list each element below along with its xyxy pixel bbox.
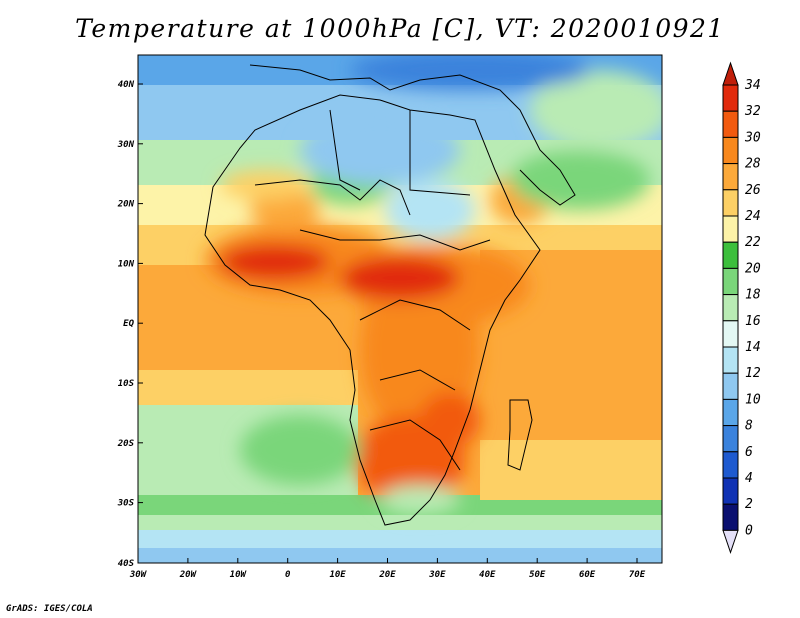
colorbar-label: 28	[745, 157, 761, 172]
colorbar-swatch	[722, 267, 739, 296]
colorbar-swatch	[722, 110, 739, 138]
colorbar-swatch	[722, 477, 739, 505]
colorbar-swatch	[722, 451, 739, 479]
colorbar-min-arrow	[722, 529, 739, 554]
colorbar-label: 32	[744, 104, 761, 119]
colorbar-label: 10	[745, 392, 761, 407]
lat-label: 30N	[117, 140, 135, 150]
colorbar-swatch	[722, 398, 739, 427]
colorbar-swatch	[722, 189, 739, 217]
latitude-axis: 40N 30N 20N 10N EQ 10S 20S 30S 40S	[117, 80, 143, 569]
temperature-field	[138, 55, 662, 563]
lat-label: 20S	[117, 439, 135, 449]
colorbar-swatch	[722, 163, 739, 191]
colorbar-label: 20	[745, 261, 761, 276]
colorbar-max-arrow	[722, 61, 739, 86]
lon-label: 10W	[230, 570, 248, 580]
colorbar-swatch	[722, 372, 739, 400]
colorbar-label: 30	[744, 130, 761, 145]
colorbar-swatch	[722, 241, 739, 269]
colorbar-swatch	[722, 84, 739, 112]
colorbar-label: 4	[745, 471, 753, 486]
colorbar-label: 6	[745, 445, 753, 460]
lon-label: 30E	[428, 570, 446, 580]
lon-label: 70E	[629, 570, 646, 580]
lat-label: 30S	[117, 499, 135, 509]
lon-label: 20E	[378, 570, 396, 580]
colorbar-label: 18	[745, 288, 761, 303]
longitude-axis: 30W 20W 10W 0 10E 20E 30E 40E 50E 60E 70E	[129, 558, 646, 580]
colorbar-swatch	[722, 320, 739, 348]
colorbar-label: 16	[745, 314, 761, 329]
lon-label: 60E	[579, 570, 596, 580]
lon-label: 40E	[479, 570, 496, 580]
colorbar-label: 8	[745, 419, 753, 434]
lon-label: 20W	[179, 570, 198, 580]
colorbar-swatch	[722, 215, 739, 243]
lon-label: 30W	[129, 570, 148, 580]
lat-label: 20N	[117, 200, 135, 210]
colorbar-label: 24	[745, 209, 761, 224]
map-title: Temperature at 1000hPa [C], VT: 20200109…	[75, 14, 725, 43]
colorbar-label: 2	[745, 497, 753, 512]
colorbar-swatch	[722, 425, 739, 453]
lon-label: 10E	[329, 570, 346, 580]
colorbar-label: 12	[745, 366, 761, 381]
lat-label: 10S	[118, 379, 135, 389]
lat-label: 10N	[118, 259, 135, 269]
colorbar-swatch	[722, 136, 739, 165]
colorbar-swatch	[722, 294, 739, 322]
credit-text: GrADS: IGES/COLA	[6, 604, 93, 614]
lat-label: EQ	[123, 319, 134, 329]
colorbar-label: 0	[745, 523, 753, 538]
coastlines	[204, 64, 576, 526]
lon-label: 0	[285, 570, 291, 580]
colorbar-swatch	[722, 503, 739, 531]
map-frame	[137, 54, 663, 564]
colorbar-label: 22	[745, 235, 761, 250]
colorbar-label: 26	[745, 183, 761, 198]
lon-label: 50E	[529, 570, 546, 580]
lat-label: 40S	[118, 559, 135, 569]
colorbar-label: 14	[745, 340, 761, 355]
colorbar-swatch	[722, 346, 739, 374]
colorbar-label: 34	[744, 78, 761, 93]
lat-label: 40N	[118, 80, 135, 90]
